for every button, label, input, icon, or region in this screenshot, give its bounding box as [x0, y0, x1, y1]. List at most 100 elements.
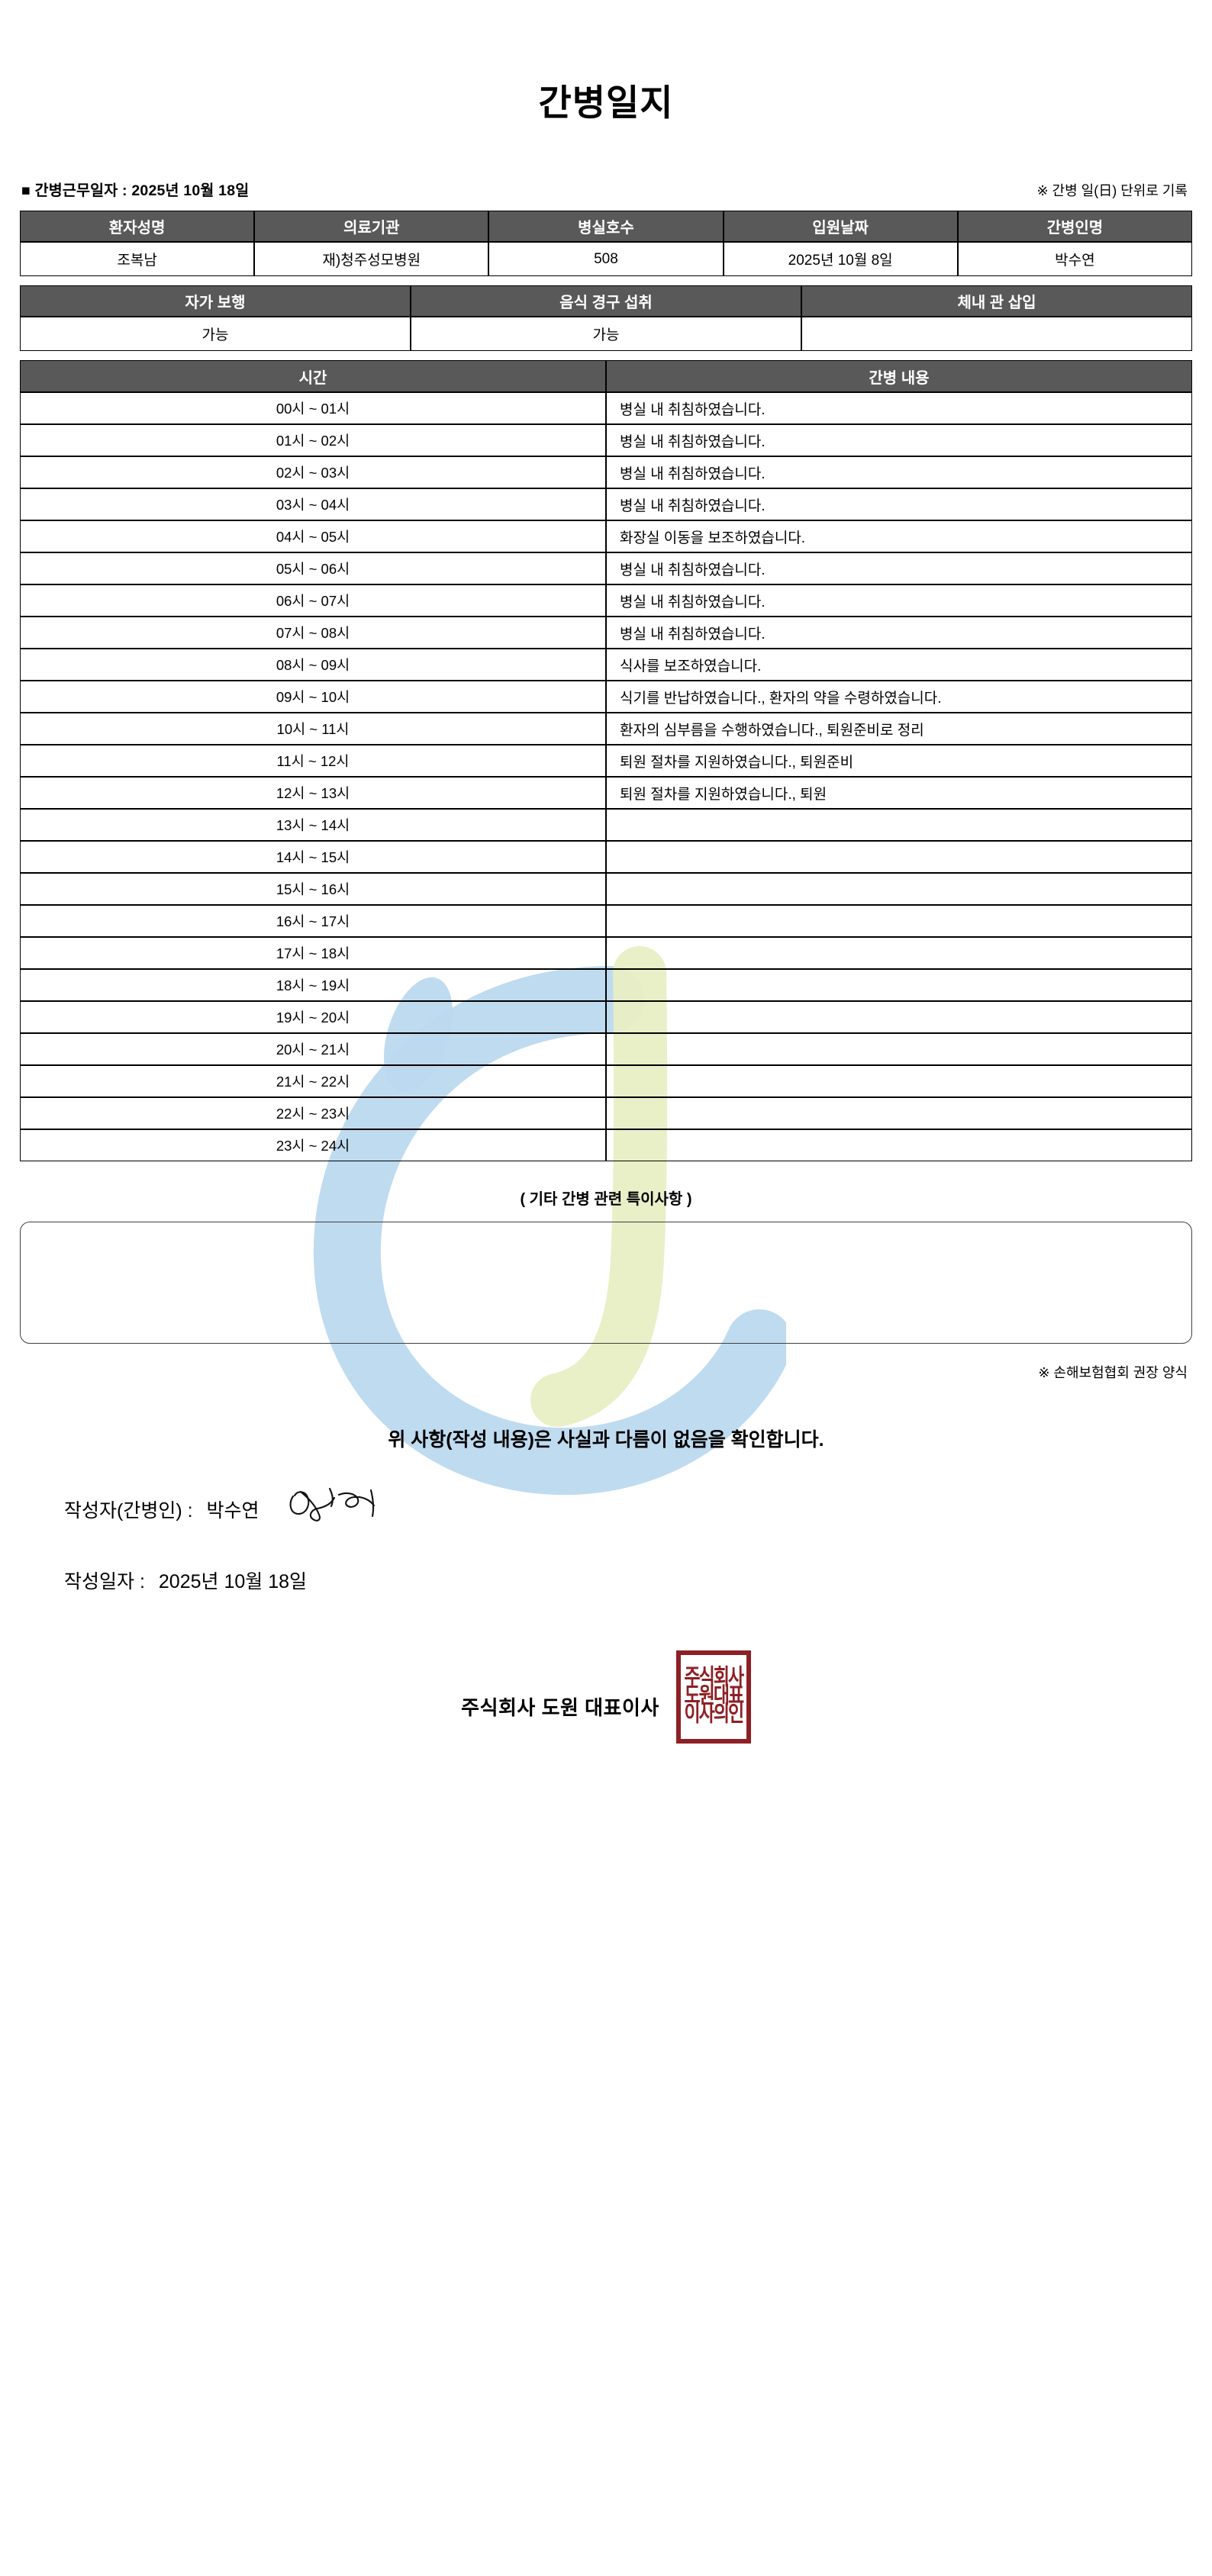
table-row: 14시 ~ 15시: [20, 841, 1192, 873]
seal-line-1: 주식회사: [684, 1666, 745, 1691]
value-self-ambulation: 가능: [20, 317, 411, 351]
header-medical-institution: 의료기관: [254, 211, 489, 242]
care-content-cell[interactable]: 식사를 보조하였습니다.: [606, 649, 1192, 681]
table-row: 01시 ~ 02시 병실 내 취침하였습니다.: [20, 424, 1192, 456]
table-row: 02시 ~ 03시 병실 내 취침하였습니다.: [20, 456, 1192, 488]
time-slot-label: 02시 ~ 03시: [20, 456, 606, 488]
value-room-number: 508: [488, 242, 724, 276]
time-slot-label: 09시 ~ 10시: [20, 681, 606, 713]
care-content-cell[interactable]: 병실 내 취침하였습니다.: [606, 488, 1192, 520]
table-row: 13시 ~ 14시: [20, 809, 1192, 841]
care-content-cell[interactable]: [606, 809, 1192, 841]
time-slot-label: 15시 ~ 16시: [20, 873, 606, 905]
time-slot-label: 04시 ~ 05시: [20, 520, 606, 552]
hourly-rows-body: 00시 ~ 01시 병실 내 취침하였습니다. 01시 ~ 02시 병실 내 취침하였…: [20, 392, 1192, 1161]
time-slot-label: 18시 ~ 19시: [20, 969, 606, 1001]
care-content-cell[interactable]: 퇴원 절차를 지원하였습니다., 퇴원: [606, 777, 1192, 809]
company-signature-row: 주식회사 도원 대표이사 주식회사 도원대표 이사의인: [20, 1650, 1192, 1753]
patient-condition-table: 자가 보행 음식 경구 섭취 체내 관 삽입 가능 가능: [20, 285, 1192, 351]
company-seal-stamp: 주식회사 도원대표 이사의인: [675, 1650, 751, 1744]
table-row: 08시 ~ 09시 식사를 보조하였습니다.: [20, 649, 1192, 681]
table-row: 23시 ~ 24시: [20, 1129, 1192, 1161]
condition-header-row: 자가 보행 음식 경구 섭취 체내 관 삽입: [20, 285, 1192, 317]
care-content-cell[interactable]: [606, 1001, 1192, 1033]
table-row: 12시 ~ 13시 퇴원 절차를 지원하였습니다., 퇴원: [20, 777, 1192, 809]
header-patient-name: 환자성명: [20, 211, 255, 242]
care-content-cell[interactable]: 식기를 반납하였습니다., 환자의 약을 수령하였습니다.: [606, 681, 1192, 713]
time-slot-label: 23시 ~ 24시: [20, 1129, 606, 1161]
date-value: 2025년 10월 18일: [158, 1571, 308, 1592]
time-slot-label: 08시 ~ 09시: [20, 649, 606, 681]
value-internal-tube: [801, 317, 1192, 351]
time-slot-label: 13시 ~ 14시: [20, 809, 606, 841]
table-row: 00시 ~ 01시 병실 내 취침하였습니다.: [20, 392, 1192, 424]
seal-line-2: 도원대표: [684, 1683, 745, 1709]
time-slot-label: 07시 ~ 08시: [20, 617, 606, 649]
care-content-cell[interactable]: [606, 969, 1192, 1001]
care-content-cell[interactable]: 화장실 이동을 보조하였습니다.: [606, 520, 1192, 552]
association-form-note: ※ 손해보험협회 권장 양식: [1038, 1365, 1188, 1380]
header-internal-tube: 체내 관 삽입: [801, 285, 1192, 317]
header-time: 시간: [20, 360, 606, 392]
value-caregiver-name: 박수연: [957, 242, 1192, 276]
table-row: 03시 ~ 04시 병실 내 취침하였습니다.: [20, 488, 1192, 520]
table-row: 18시 ~ 19시: [20, 969, 1192, 1001]
header-oral-intake: 음식 경구 섭취: [411, 285, 801, 317]
value-medical-institution: 재)청주성모병원: [254, 242, 489, 276]
author-signature-row: 작성자(간병인) : 박수연: [20, 1487, 1192, 1531]
care-content-cell[interactable]: 병실 내 취침하였습니다.: [606, 392, 1192, 424]
care-content-cell[interactable]: [606, 905, 1192, 937]
remarks-title: ( 기타 간병 관련 특이사항 ): [520, 1191, 692, 1208]
care-content-cell[interactable]: [606, 1033, 1192, 1065]
handwritten-signature: [289, 1487, 375, 1521]
table-row: 11시 ~ 12시 퇴원 절차를 지원하였습니다., 퇴원준비: [20, 745, 1192, 777]
care-content-cell[interactable]: 병실 내 취침하였습니다.: [606, 424, 1192, 456]
care-content-cell[interactable]: 퇴원 절차를 지원하였습니다., 퇴원준비: [606, 745, 1192, 777]
value-patient-name: 조복남: [20, 242, 255, 276]
care-content-cell[interactable]: 병실 내 취침하였습니다.: [606, 584, 1192, 617]
time-slot-label: 06시 ~ 07시: [20, 584, 606, 617]
table-row: 22시 ~ 23시: [20, 1097, 1192, 1129]
seal-line-3: 이사의인: [684, 1702, 745, 1727]
time-slot-label: 11시 ~ 12시: [20, 745, 606, 777]
confirmation-statement: 위 사항(작성 내용)은 사실과 다름이 없음을 확인합니다.: [388, 1429, 824, 1451]
company-name: 주식회사 도원 대표이사: [461, 1695, 659, 1719]
care-content-cell[interactable]: [606, 1097, 1192, 1129]
table-row: 20시 ~ 21시: [20, 1033, 1192, 1065]
time-slot-label: 00시 ~ 01시: [20, 392, 606, 424]
time-slot-label: 21시 ~ 22시: [20, 1065, 606, 1097]
care-content-cell[interactable]: 병실 내 취침하였습니다.: [606, 456, 1192, 488]
header-care-content: 간병 내용: [606, 360, 1192, 392]
table-row: 05시 ~ 06시 병실 내 취침하였습니다.: [20, 552, 1192, 584]
date-label: 작성일자 :: [64, 1571, 145, 1592]
table-row: 21시 ~ 22시: [20, 1065, 1192, 1097]
author-date-row: 작성일자 : 2025년 10월 18일: [20, 1567, 1192, 1594]
time-slot-label: 03시 ~ 04시: [20, 488, 606, 520]
care-content-cell[interactable]: 병실 내 취침하였습니다.: [606, 552, 1192, 584]
care-content-cell[interactable]: [606, 873, 1192, 905]
care-content-cell[interactable]: [606, 841, 1192, 873]
time-slot-label: 19시 ~ 20시: [20, 1001, 606, 1033]
table-row: 09시 ~ 10시 식기를 반납하였습니다., 환자의 약을 수령하였습니다.: [20, 681, 1192, 713]
time-slot-label: 20시 ~ 21시: [20, 1033, 606, 1065]
meta-line: ■ 간병근무일자 : 2025년 10월 18일 ※ 간병 일(日) 단위로 기…: [20, 178, 1192, 200]
care-content-cell[interactable]: [606, 937, 1192, 969]
work-date-label: ■ 간병근무일자 : 2025년 10월 18일: [21, 182, 250, 199]
care-content-cell[interactable]: [606, 1129, 1192, 1161]
time-slot-label: 12시 ~ 13시: [20, 777, 606, 809]
form-unit-note: ※ 간병 일(日) 단위로 기록: [1036, 183, 1188, 198]
care-content-cell[interactable]: 병실 내 취침하였습니다.: [606, 617, 1192, 649]
value-admission-date: 2025년 10월 8일: [723, 242, 958, 276]
care-content-cell[interactable]: 환자의 심부름을 수행하였습니다., 퇴원준비로 정리: [606, 713, 1192, 745]
author-label: 작성자(간병인) :: [64, 1500, 193, 1521]
time-slot-label: 01시 ~ 02시: [20, 424, 606, 456]
table-row: 16시 ~ 17시: [20, 905, 1192, 937]
table-row: 10시 ~ 11시 환자의 심부름을 수행하였습니다., 퇴원준비로 정리: [20, 713, 1192, 745]
time-slot-label: 22시 ~ 23시: [20, 1097, 606, 1129]
remarks-input-box[interactable]: [20, 1222, 1192, 1344]
header-caregiver-name: 간병인명: [957, 211, 1192, 242]
value-oral-intake: 가능: [411, 317, 801, 351]
care-content-cell[interactable]: [606, 1065, 1192, 1097]
table-row: 조복남 재)청주성모병원 508 2025년 10월 8일 박수연: [20, 242, 1192, 276]
patient-info-header-row: 환자성명 의료기관 병실호수 입원날짜 간병인명: [20, 211, 1192, 242]
